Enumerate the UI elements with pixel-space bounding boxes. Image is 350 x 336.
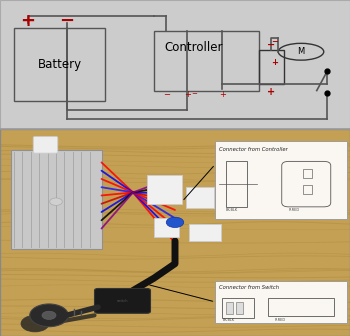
FancyBboxPatch shape <box>189 224 220 241</box>
Bar <box>268 298 334 317</box>
Text: +: + <box>21 12 35 30</box>
Text: Connector from Switch: Connector from Switch <box>219 285 279 290</box>
Text: −: − <box>191 91 197 97</box>
Circle shape <box>21 158 49 175</box>
Bar <box>303 185 312 195</box>
Bar <box>14 29 105 101</box>
Bar <box>222 298 254 319</box>
Bar <box>259 50 284 84</box>
FancyBboxPatch shape <box>10 150 102 249</box>
Text: M: M <box>298 47 304 56</box>
FancyBboxPatch shape <box>154 218 178 237</box>
Text: −: − <box>267 40 275 50</box>
Bar <box>226 302 233 314</box>
Text: +: + <box>271 57 278 67</box>
Text: −: − <box>271 37 278 46</box>
FancyBboxPatch shape <box>147 175 182 204</box>
Bar <box>215 141 346 219</box>
Text: R-RED: R-RED <box>275 318 286 322</box>
Text: BK-BLK: BK-BLK <box>222 318 234 322</box>
Text: +: + <box>219 90 226 99</box>
Circle shape <box>42 311 56 320</box>
Bar <box>236 302 243 314</box>
Bar <box>303 169 312 178</box>
Bar <box>215 281 346 323</box>
Text: BK-BLK: BK-BLK <box>226 208 238 212</box>
Text: switch: switch <box>117 299 128 303</box>
Bar <box>226 161 247 207</box>
Circle shape <box>30 304 68 327</box>
Text: Connector from Controller: Connector from Controller <box>219 147 287 152</box>
FancyBboxPatch shape <box>186 187 214 208</box>
FancyBboxPatch shape <box>33 137 58 153</box>
Bar <box>154 31 259 91</box>
Text: −: − <box>59 12 74 30</box>
Text: R-RED: R-RED <box>289 208 300 212</box>
Circle shape <box>19 203 37 213</box>
FancyBboxPatch shape <box>94 289 150 313</box>
Circle shape <box>50 198 62 205</box>
Text: Battery: Battery <box>37 58 82 71</box>
Circle shape <box>21 315 49 332</box>
Text: +: + <box>267 87 275 97</box>
Text: −: − <box>163 90 170 99</box>
Text: +: + <box>184 90 191 99</box>
Text: Controller: Controller <box>164 41 223 54</box>
Circle shape <box>166 217 184 227</box>
